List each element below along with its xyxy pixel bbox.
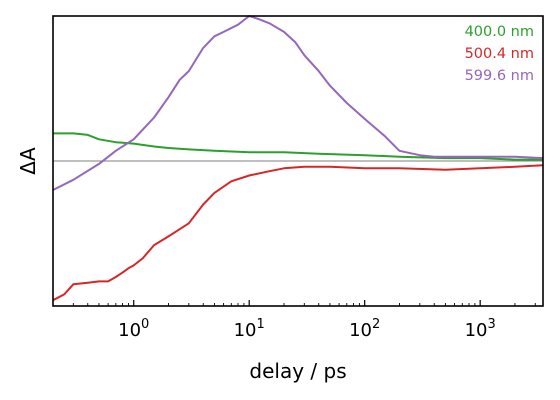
x-tick-label-2: 102 <box>349 317 380 341</box>
legend: 400.0 nm 500.4 nm 599.6 nm <box>465 24 534 84</box>
plot-frame <box>52 15 544 307</box>
x-tick-label-1: 101 <box>234 317 265 341</box>
legend-entry-1: 500.4 nm <box>465 46 534 62</box>
legend-entry-2: 599.6 nm <box>465 68 534 84</box>
x-tick-label-3: 103 <box>465 317 496 341</box>
x-axis-label: delay / ps <box>249 359 346 383</box>
series-line-2 <box>52 15 544 191</box>
legend-entry-0: 400.0 nm <box>465 24 534 40</box>
series-line-0 <box>53 132 543 161</box>
y-axis-label: ΔA <box>16 147 40 175</box>
series-line-1 <box>52 164 544 302</box>
x-tick-label-0: 100 <box>118 317 149 341</box>
